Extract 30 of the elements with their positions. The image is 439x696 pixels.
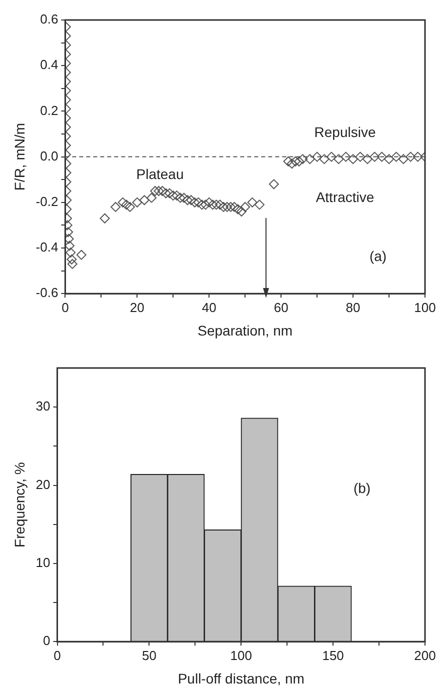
annotation: Attractive — [316, 189, 374, 205]
y-tick-label: 20 — [36, 476, 50, 492]
x-axis-title: Pull-off distance, nm — [178, 670, 304, 686]
y-tick-label: 0 — [43, 633, 50, 648]
annotation: (b) — [353, 480, 371, 496]
x-axis-title: Separation, nm — [198, 322, 293, 338]
annotation: (a) — [369, 248, 387, 264]
y-axis-title: F/R, mN/m — [11, 122, 28, 191]
x-tick-label: 100 — [230, 648, 252, 663]
x-tick-label: 60 — [274, 300, 288, 315]
annotation: Repulsive — [314, 124, 376, 140]
y-tick-label: 30 — [36, 398, 50, 414]
x-tick-label: 200 — [414, 648, 436, 663]
y-tick-label: -0.2 — [36, 194, 58, 209]
x-tick-label: 0 — [62, 300, 69, 315]
y-tick-label: 0.4 — [40, 57, 58, 72]
x-tick-label: 80 — [346, 300, 360, 315]
y-tick-label: -0.6 — [36, 285, 58, 300]
x-tick-label: 100 — [414, 300, 436, 315]
annotation: Plateau — [136, 166, 184, 182]
y-tick-label: 0.2 — [40, 102, 58, 118]
y-tick-label: 10 — [36, 555, 50, 570]
y-tick-label: -0.4 — [36, 240, 58, 255]
x-tick-label: 50 — [142, 648, 156, 663]
x-tick-label: 20 — [130, 300, 144, 315]
y-axis-title: Frequency, % — [11, 462, 28, 548]
x-tick-label: 40 — [202, 300, 216, 315]
x-tick-label: 150 — [322, 648, 344, 663]
y-tick-label: 0.0 — [40, 148, 58, 164]
y-tick-label: 0.6 — [40, 12, 58, 27]
